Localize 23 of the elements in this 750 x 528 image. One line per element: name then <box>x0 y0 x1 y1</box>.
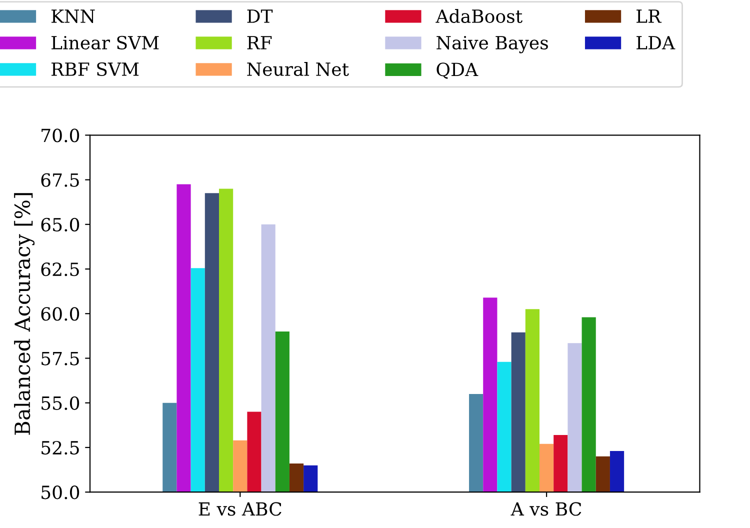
y-tick-label: 52.5 <box>42 440 79 455</box>
legend-label: LDA <box>636 36 676 50</box>
legend-label: Linear SVM <box>52 36 159 50</box>
legend-label: RBF SVM <box>52 62 139 76</box>
y-tick-label: 50.0 <box>42 486 80 500</box>
legend-label: KNN <box>52 10 95 24</box>
legend-label: DT <box>247 10 273 23</box>
y-tick-label: 57.5 <box>42 352 79 366</box>
legend-label: Neural Net <box>247 62 349 76</box>
y-tick-label: 55.0 <box>42 396 80 410</box>
x-tick-label: A vs BC <box>510 502 582 516</box>
y-tick-label: 67.5 <box>41 173 79 187</box>
y-tick-label: 60.0 <box>41 307 80 321</box>
legend-label: RF <box>247 36 272 50</box>
y-axis-title: Balanced Accuracy [%] <box>14 193 35 435</box>
y-tick-label: 70.0 <box>42 128 80 142</box>
y-tick-label: 65.0 <box>41 218 80 232</box>
legend-label: Naive Bayes <box>436 36 548 54</box>
legend-label: AdaBoost <box>436 9 522 24</box>
legend-label: LR <box>636 10 662 23</box>
y-tick-label: 62.5 <box>41 262 79 276</box>
x-tick-label: E vs ABC <box>198 502 282 516</box>
legend-label: QDA <box>436 62 478 79</box>
